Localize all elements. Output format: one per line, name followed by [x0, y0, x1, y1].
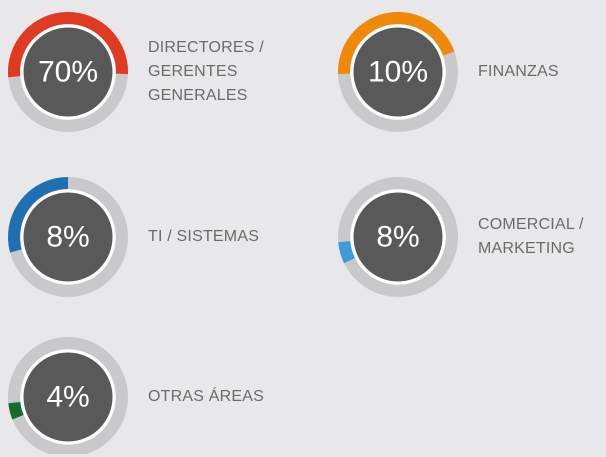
gauge-track: [8, 337, 128, 454]
category-label: OTRAS ÁREAS: [148, 388, 265, 405]
value-label: 10%: [368, 56, 428, 89]
value-label: 70%: [38, 56, 98, 89]
value-label: 8%: [376, 221, 419, 254]
gauge-core: [20, 349, 116, 445]
gauge-core: [350, 24, 446, 120]
gauge-core: [350, 189, 446, 285]
gauge-core: [20, 189, 116, 285]
category-label: DIRECTORES / GERENTES GENERALES: [148, 39, 264, 104]
gauge-arc: [338, 240, 355, 264]
gauge-arc: [338, 12, 455, 75]
category-label: COMERCIAL / MARKETING: [478, 216, 584, 257]
category-label: TI / SISTEMAS: [148, 228, 260, 245]
value-label: 8%: [46, 221, 89, 254]
value-label: 4%: [46, 381, 89, 414]
gauge-arc: [8, 177, 69, 253]
gauge-track: [338, 177, 458, 297]
category-label: FINANZAS: [478, 63, 559, 80]
gauge-arc: [8, 12, 128, 78]
gauge-core: [20, 24, 116, 120]
gauge-arc: [8, 401, 24, 420]
